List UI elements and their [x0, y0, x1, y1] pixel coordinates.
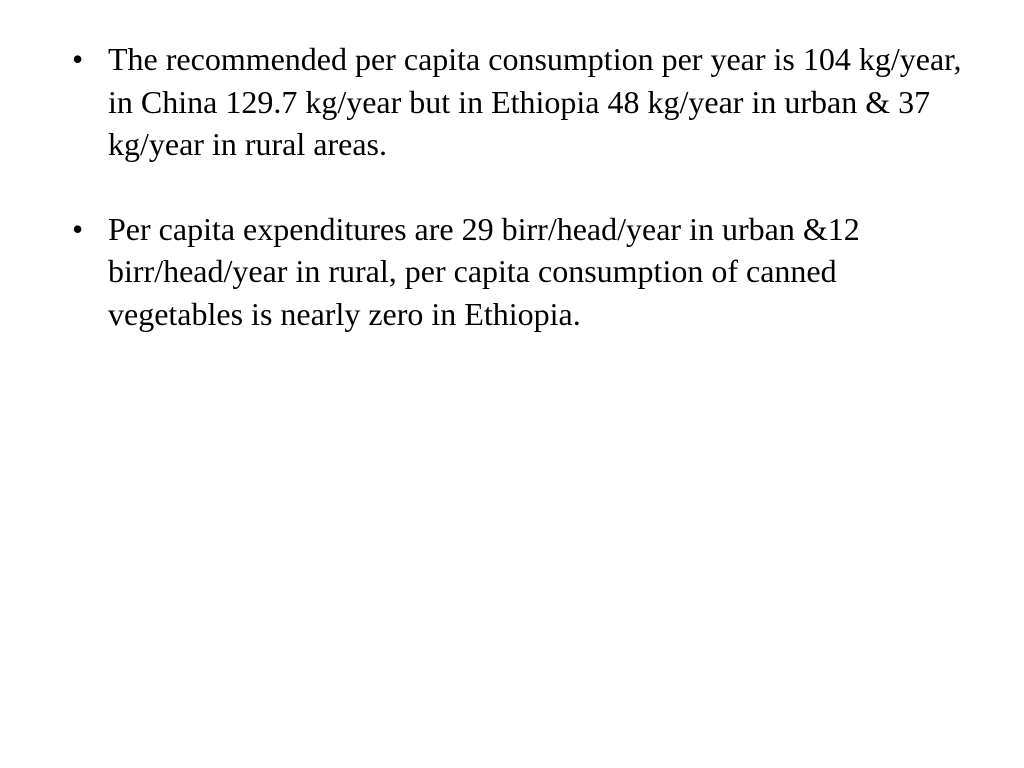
bullet-text: The recommended per capita consumption p… [108, 41, 962, 162]
bullet-list: The recommended per capita consumption p… [60, 38, 964, 335]
bullet-text: Per capita expenditures are 29 birr/head… [108, 211, 860, 332]
list-item: The recommended per capita consumption p… [60, 38, 964, 166]
list-item: Per capita expenditures are 29 birr/head… [60, 208, 964, 336]
slide-body: The recommended per capita consumption p… [0, 0, 1024, 768]
